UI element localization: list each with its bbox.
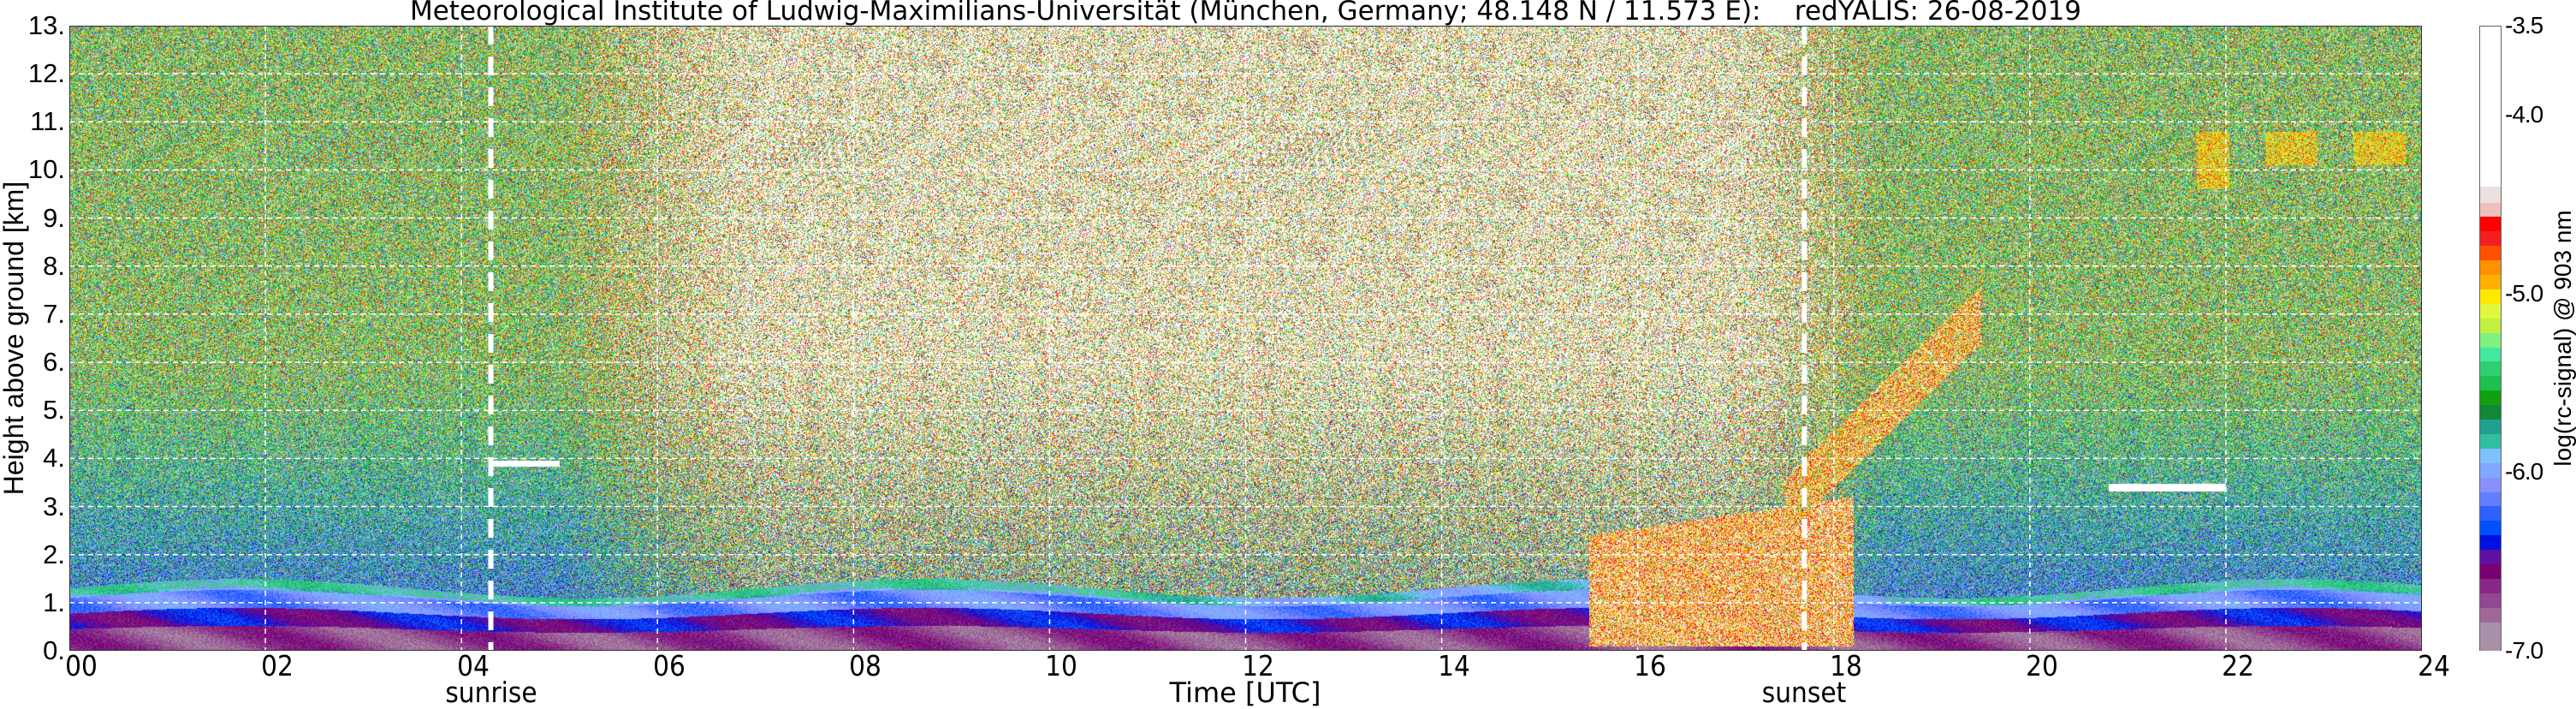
colorbar-segment (2480, 187, 2501, 203)
x-tick-label: 10 (1045, 649, 1078, 682)
colorbar-segment (2480, 592, 2501, 608)
colorbar-segment (2480, 229, 2501, 247)
y-tick-label: 0. (43, 635, 65, 665)
colorbar-segment (2480, 360, 2501, 377)
x-tick-label: 16 (1633, 649, 1666, 682)
y-tick-label: 1. (43, 587, 65, 617)
grid-overlay (69, 26, 2422, 651)
colorbar-segment (2480, 577, 2501, 593)
plot-frame (69, 26, 2422, 651)
x-axis-label: Time [UTC] (1169, 676, 1321, 709)
x-tick-label: 04 (457, 649, 490, 682)
plot-area (69, 26, 2422, 651)
y-tick-label: 9. (43, 202, 65, 233)
colorbar-segment (2480, 389, 2501, 406)
y-tick-label: 10. (27, 154, 65, 185)
colorbar-segment (2480, 27, 2501, 188)
x-tick-label: 18 (1829, 649, 1862, 682)
y-tick-label: 6. (43, 347, 65, 378)
x-tick-label: 08 (849, 649, 882, 682)
sunset-label: sunset (1762, 676, 1847, 709)
colorbar-tick-label: -6.0 (2505, 458, 2543, 486)
x-tick-label: 24 (2418, 649, 2450, 682)
x-tick-label: 20 (2025, 649, 2058, 682)
colorbar-segment (2480, 201, 2501, 217)
colorbar-segment (2480, 635, 2501, 652)
y-tick-label: 12. (27, 58, 65, 89)
colorbar-segment (2480, 519, 2501, 536)
colorbar (2479, 26, 2502, 652)
colorbar-segment (2480, 491, 2501, 507)
colorbar-segment (2480, 548, 2501, 565)
x-tick-label: 12 (1241, 649, 1274, 682)
colorbar-segment (2480, 317, 2501, 333)
colorbar-segment (2480, 462, 2501, 478)
y-tick-label: 8. (43, 250, 65, 281)
colorbar-segment (2480, 288, 2501, 304)
colorbar-tick-label: -4.0 (2505, 101, 2543, 128)
colorbar-segment (2480, 606, 2501, 623)
colorbar-tick-label: -7.0 (2505, 637, 2543, 664)
x-tick-label: 06 (653, 649, 686, 682)
colorbar-segment (2480, 331, 2501, 348)
colorbar-segment (2480, 563, 2501, 579)
x-tick-label: 00 (65, 649, 98, 682)
chart-title: Meteorological Institute of Ludwig-Maxim… (409, 0, 2082, 27)
colorbar-segment (2480, 476, 2501, 492)
colorbar-tick-label: -5.0 (2505, 279, 2543, 307)
y-tick-label: 3. (43, 491, 65, 521)
colorbar-segment (2480, 216, 2501, 232)
colorbar-segment (2480, 533, 2501, 551)
y-tick-label: 11. (30, 106, 65, 137)
colorbar-segment (2480, 621, 2501, 637)
y-tick-label: 13. (27, 10, 65, 40)
y-axis-label: Height above ground [km] (0, 181, 29, 496)
x-tick-label: 02 (261, 649, 294, 682)
colorbar-segment (2480, 346, 2501, 362)
colorbar-segment (2480, 259, 2501, 276)
colorbar-segment (2480, 432, 2501, 449)
sunrise-label: sunrise (444, 676, 537, 709)
y-tick-label: 4. (43, 443, 65, 474)
colorbar-segment (2480, 273, 2501, 289)
y-tick-label: 2. (43, 539, 65, 569)
y-tick-label: 5. (43, 395, 65, 426)
x-tick-label: 22 (2222, 649, 2254, 682)
colorbar-segment (2480, 505, 2501, 521)
colorbar-segment (2480, 302, 2501, 319)
colorbar-segment (2480, 244, 2501, 261)
y-tick-label: 7. (43, 298, 65, 329)
colorbar-segment (2480, 418, 2501, 434)
colorbar-label: log(rc-signal) @ 903 nm (2549, 210, 2576, 467)
colorbar-segment (2480, 403, 2501, 420)
colorbar-segment (2480, 447, 2501, 463)
colorbar-tick-label: -3.5 (2505, 12, 2543, 39)
colorbar-segment (2480, 374, 2501, 391)
x-tick-label: 14 (1437, 649, 1470, 682)
